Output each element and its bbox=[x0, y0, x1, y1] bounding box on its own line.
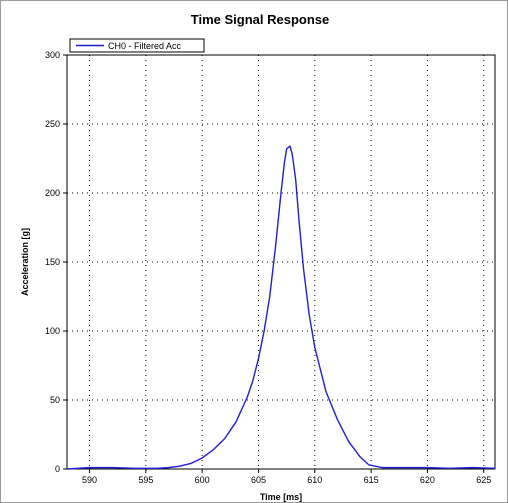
x-tick-label: 620 bbox=[420, 475, 435, 485]
plot-area bbox=[66, 54, 496, 470]
series-line-ch0 bbox=[66, 145, 496, 470]
legend: CH0 - Filtered Acc bbox=[69, 38, 205, 53]
y-tick-label: 0 bbox=[55, 464, 60, 474]
x-tick-label: 625 bbox=[476, 475, 491, 485]
x-tick-label: 605 bbox=[251, 475, 266, 485]
y-tick-label: 250 bbox=[45, 119, 60, 129]
x-tick-label: 595 bbox=[138, 475, 153, 485]
grid bbox=[67, 55, 495, 469]
y-tick-label: 300 bbox=[45, 50, 60, 60]
chart-title: Time Signal Response bbox=[191, 12, 329, 27]
x-tick-label: 615 bbox=[364, 475, 379, 485]
y-tick-label: 200 bbox=[45, 188, 60, 198]
y-tick-label: 50 bbox=[50, 395, 60, 405]
y-tick-label: 100 bbox=[45, 326, 60, 336]
x-tick-label: 590 bbox=[82, 475, 97, 485]
y-tick-label: 150 bbox=[45, 257, 60, 267]
x-tick-label: 600 bbox=[195, 475, 210, 485]
legend-box bbox=[69, 38, 205, 53]
x-axis: 590 595 600 605 610 615 620 625 bbox=[82, 469, 491, 485]
y-axis: 0 50 100 150 200 250 300 bbox=[45, 50, 67, 474]
x-tick-label: 610 bbox=[307, 475, 322, 485]
legend-label: CH0 - Filtered Acc bbox=[108, 41, 182, 51]
y-axis-title: Acceleration [g] bbox=[20, 228, 30, 296]
x-axis-title: Time [ms] bbox=[260, 492, 302, 502]
